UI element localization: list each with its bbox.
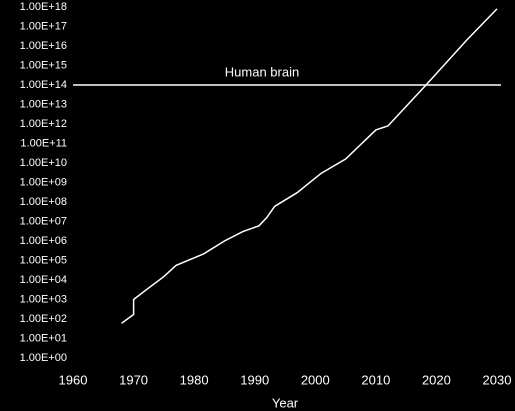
y-tick-label: 1.00E+07: [20, 215, 67, 227]
y-tick-label: 1.00E+10: [20, 157, 67, 169]
x-tick-label: 2000: [301, 372, 330, 387]
y-tick-label: 1.00E+16: [20, 40, 67, 52]
y-tick-label: 1.00E+05: [20, 254, 67, 266]
y-tick-label: 1.00E+06: [20, 235, 67, 247]
y-tick-label: 1.00E+12: [20, 118, 67, 130]
x-tick-label: 1970: [119, 372, 148, 387]
y-tick-label: 1.00E+04: [20, 274, 67, 286]
y-tick-label: 1.00E+13: [20, 98, 67, 110]
x-tick-label: 2010: [361, 372, 390, 387]
y-tick-label: 1.00E+02: [20, 313, 67, 325]
y-tick-label: 1.00E+15: [20, 59, 67, 71]
x-tick-label: 1990: [240, 372, 269, 387]
y-tick-label: 1.00E+03: [20, 293, 67, 305]
y-tick-label: 1.00E+11: [20, 137, 67, 149]
x-tick-label: 1960: [59, 372, 88, 387]
y-tick-label: 1.00E+00: [20, 352, 67, 364]
y-tick-label: 1.00E+01: [20, 332, 67, 344]
x-tick-label: 2020: [422, 372, 451, 387]
reference-label: Human brain: [225, 64, 299, 79]
y-tick-label: 1.00E+18: [20, 1, 67, 13]
y-tick-label: 1.00E+14: [20, 79, 67, 91]
y-tick-label: 1.00E+08: [20, 196, 67, 208]
x-tick-label: 1980: [180, 372, 209, 387]
x-tick-label: 2030: [483, 372, 512, 387]
data-line: [121, 8, 498, 324]
x-axis-label: Year: [272, 395, 299, 410]
y-tick-label: 1.00E+17: [20, 20, 67, 32]
y-tick-label: 1.00E+09: [20, 176, 67, 188]
